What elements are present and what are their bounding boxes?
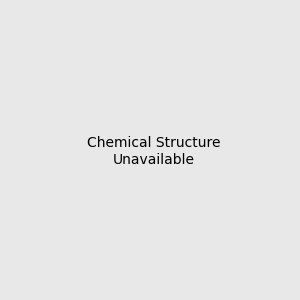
Text: Chemical Structure
Unavailable: Chemical Structure Unavailable: [87, 136, 220, 166]
